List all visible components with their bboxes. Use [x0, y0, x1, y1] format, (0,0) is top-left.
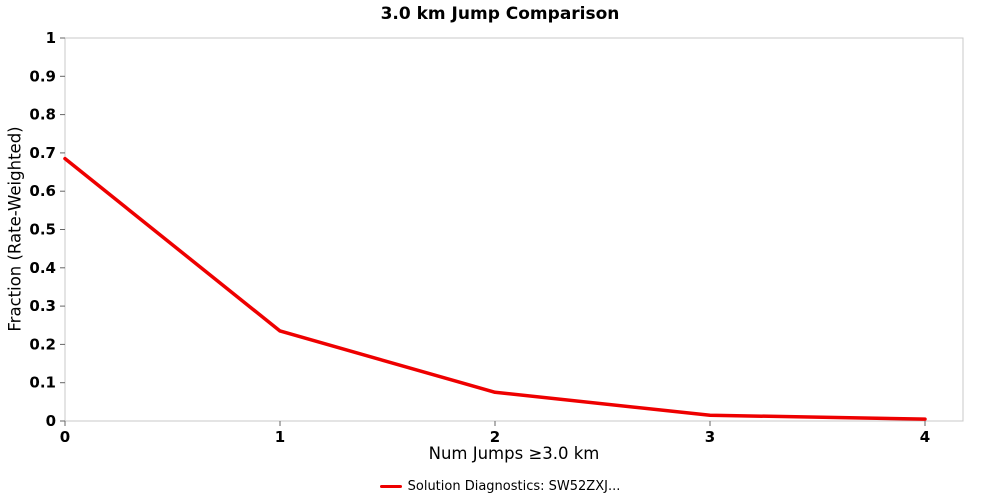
- legend: Solution Diagnostics: SW52ZXJ...: [0, 479, 1000, 494]
- y-tick-label: 1: [46, 29, 56, 47]
- chart-title: 3.0 km Jump Comparison: [380, 4, 620, 24]
- y-tick-label: 0.1: [29, 374, 56, 392]
- y-tick-label: 0.7: [29, 144, 56, 162]
- legend-line-swatch: [379, 484, 402, 489]
- plot-border: [64, 37, 964, 422]
- y-tick-label: 0.8: [29, 106, 56, 124]
- y-tick-label: 0: [46, 412, 56, 430]
- y-tick-label: 0.4: [29, 259, 56, 277]
- y-tick-label: 0.5: [29, 221, 56, 239]
- y-tick-label: 0.2: [29, 335, 56, 353]
- x-tick-label: 0: [60, 428, 70, 446]
- x-tick-label: 3: [705, 428, 715, 446]
- series-line: [63, 156, 927, 421]
- x-tick-label: 4: [920, 428, 930, 446]
- legend-label: Solution Diagnostics: SW52ZXJ...: [407, 479, 621, 494]
- x-axis-label: Num Jumps ≥3.0 km: [428, 444, 600, 463]
- y-tick-label: 0.3: [29, 297, 56, 315]
- x-tick-label: 1: [275, 428, 285, 446]
- y-tick-label: 0.6: [29, 182, 56, 200]
- y-axis-label: Fraction (Rate-Weighted): [5, 126, 25, 332]
- x-tick-label: 2: [490, 428, 500, 446]
- y-tick-label: 0.9: [29, 67, 56, 85]
